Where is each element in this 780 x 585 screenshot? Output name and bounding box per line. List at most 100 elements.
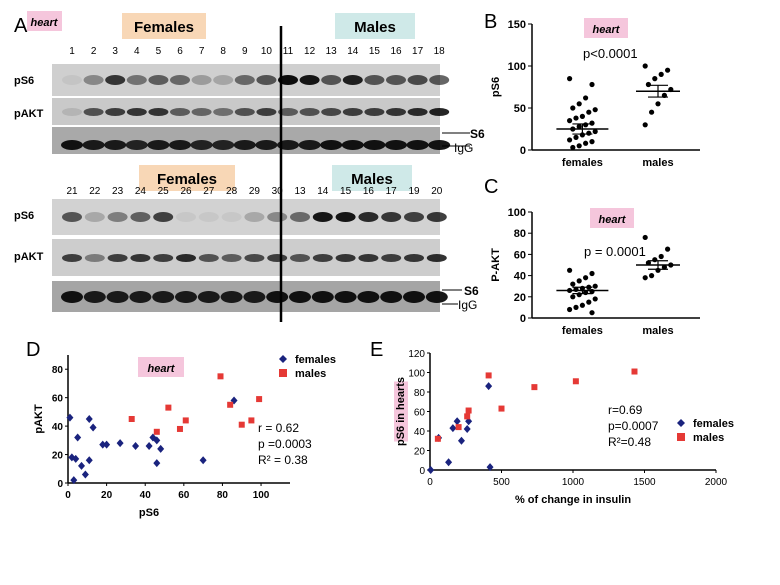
y-tick-label: 0 xyxy=(520,145,526,157)
bands-s6-top xyxy=(61,140,451,150)
data-point xyxy=(576,292,582,298)
data-point xyxy=(652,76,658,82)
lane-number: 29 xyxy=(249,186,261,197)
lane-number: 5 xyxy=(156,46,162,57)
male-point xyxy=(572,378,579,385)
females-badge-top xyxy=(122,13,206,39)
panel-letter-b: B xyxy=(484,11,497,33)
blot-band xyxy=(107,212,128,222)
female-point xyxy=(85,415,93,423)
label-s6-top: S6 xyxy=(470,127,485,141)
legend-male-label: males xyxy=(693,432,724,444)
female-point xyxy=(485,382,493,391)
lane-numbers-top: 1 2 3 4 5 6 7 8 9 10 11 12 13 14 15 16 17 18 xyxy=(69,46,445,57)
blot-band xyxy=(170,108,190,116)
blot-band xyxy=(148,108,169,116)
panel-letter-d: D xyxy=(26,339,40,361)
blot-band xyxy=(244,254,265,262)
category-label: females xyxy=(562,325,603,337)
female-point xyxy=(457,436,465,445)
male-point xyxy=(498,405,505,412)
stat-r: r=0.69 xyxy=(608,403,643,417)
panel-letter-e: E xyxy=(370,339,383,361)
data-point xyxy=(567,306,573,313)
blot-band xyxy=(404,254,424,262)
blot-band xyxy=(153,254,174,262)
blot-band xyxy=(429,108,450,116)
female-point xyxy=(132,442,140,451)
data-point xyxy=(586,130,592,136)
panel-letter-a: A xyxy=(14,15,28,37)
legend-male-marker xyxy=(279,369,287,377)
female-point xyxy=(81,470,89,479)
female-point xyxy=(486,463,494,472)
lane-number: 17 xyxy=(412,46,424,57)
bands-s6-bottom xyxy=(61,291,448,303)
stat-p: p=0.0007 xyxy=(608,419,659,433)
blot-band xyxy=(404,212,424,222)
data-point xyxy=(576,278,582,284)
blot-band xyxy=(299,75,320,85)
lane-number: 10 xyxy=(261,46,273,57)
blot-band xyxy=(176,212,196,222)
male-point xyxy=(176,425,183,432)
bands-ps6-bottom xyxy=(62,212,447,222)
blot-band xyxy=(255,140,278,150)
blot-band xyxy=(342,75,363,85)
males-badge-bottom xyxy=(332,165,412,191)
blot-band xyxy=(298,140,321,150)
male-point xyxy=(434,435,441,442)
data-point xyxy=(649,109,655,115)
blot-band xyxy=(213,75,234,85)
legend-female-marker xyxy=(279,355,287,363)
stat-r: r = 0.62 xyxy=(258,421,299,435)
female-point xyxy=(72,454,80,463)
y-tick-label: 40 xyxy=(52,422,64,433)
blot-band xyxy=(403,291,425,303)
blot-band xyxy=(244,212,265,222)
data-point xyxy=(576,123,582,130)
blot-band xyxy=(83,75,104,85)
blot-band xyxy=(83,108,104,116)
blot-band xyxy=(278,108,298,116)
blot-band xyxy=(299,108,320,116)
data-point xyxy=(665,246,671,252)
male-point xyxy=(455,424,462,431)
blot-band xyxy=(152,291,175,303)
blot-band xyxy=(290,254,310,262)
y-label-highlight xyxy=(394,381,408,442)
blot-band xyxy=(357,291,380,303)
blot-band xyxy=(426,212,447,222)
blot-band xyxy=(153,212,174,222)
data-point xyxy=(665,67,671,73)
label-igg-top: IgG xyxy=(454,141,473,155)
blot-band xyxy=(312,254,333,262)
blot-band xyxy=(169,140,191,150)
data-point xyxy=(589,139,595,145)
data-point xyxy=(589,270,595,277)
blot-band xyxy=(385,140,407,150)
data-point xyxy=(589,310,595,316)
female-point xyxy=(153,459,161,468)
data-point xyxy=(649,273,655,279)
females-label-top: Females xyxy=(134,19,194,36)
heart-badge-a xyxy=(27,11,62,31)
female-point xyxy=(463,425,471,434)
blot-band xyxy=(426,254,447,262)
blot-band xyxy=(106,291,129,303)
male-point xyxy=(227,401,234,408)
blot-band xyxy=(277,140,299,150)
blot-band xyxy=(221,254,242,262)
lane-number: 16 xyxy=(363,186,375,197)
data-point xyxy=(642,234,648,241)
blot-band xyxy=(61,140,83,150)
lane-number: 14 xyxy=(347,46,359,57)
chart-title: heart xyxy=(148,363,176,375)
lane-number: 13 xyxy=(294,186,306,197)
blot-band xyxy=(321,75,342,85)
p-value-annotation: p<0.0001 xyxy=(583,46,638,61)
data-point xyxy=(570,144,576,151)
blot-band xyxy=(62,108,82,116)
data-point xyxy=(573,115,579,121)
blot-band xyxy=(83,291,106,303)
